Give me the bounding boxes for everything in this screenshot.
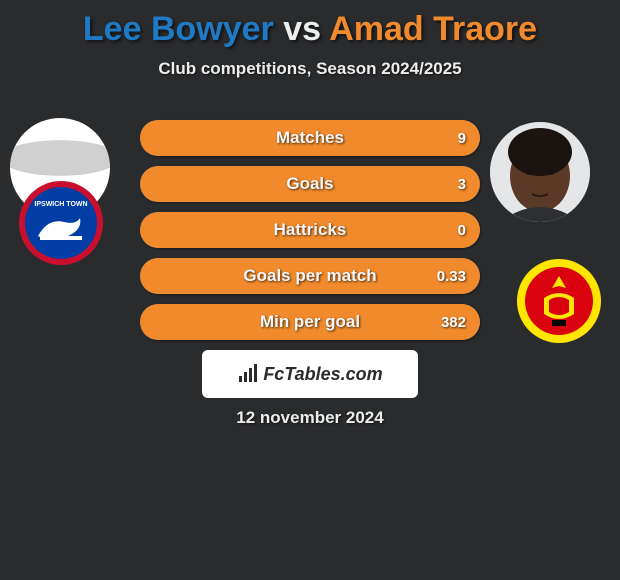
- brand-text: FcTables.com: [263, 364, 382, 385]
- ipswich-badge-icon: IPSWICH TOWN: [18, 180, 104, 266]
- title-player1: Lee Bowyer: [83, 10, 274, 48]
- subtitle: Club competitions, Season 2024/2025: [0, 59, 620, 79]
- stat-row: Matches9: [140, 120, 480, 156]
- title-player2: Amad Traore: [329, 10, 537, 48]
- stat-value-right: 0: [458, 212, 466, 248]
- stat-value-right: 9: [458, 120, 466, 156]
- stat-label: Hattricks: [140, 212, 480, 248]
- stat-row: Goals3: [140, 166, 480, 202]
- stat-value-right: 3: [458, 166, 466, 202]
- stat-label: Goals: [140, 166, 480, 202]
- player2-face-icon: [490, 122, 590, 222]
- page-title: Lee Bowyer vs Amad Traore: [0, 0, 620, 49]
- stat-label: Matches: [140, 120, 480, 156]
- manutd-badge-icon: [516, 258, 602, 344]
- chart-bars-icon: [237, 364, 259, 384]
- date-text: 12 november 2024: [0, 408, 620, 428]
- player2-avatar: [490, 122, 590, 222]
- stat-label: Goals per match: [140, 258, 480, 294]
- stat-value-right: 382: [441, 304, 466, 340]
- player2-club-badge: [516, 258, 602, 344]
- stat-value-right: 0.33: [437, 258, 466, 294]
- player1-club-badge: IPSWICH TOWN: [18, 180, 104, 266]
- brand-box: FcTables.com: [202, 350, 418, 398]
- stat-row: Goals per match0.33: [140, 258, 480, 294]
- title-vs: vs: [274, 10, 329, 48]
- stat-label: Min per goal: [140, 304, 480, 340]
- stats-list: Matches9Goals3Hattricks0Goals per match0…: [140, 120, 480, 350]
- stat-row: Hattricks0: [140, 212, 480, 248]
- svg-text:IPSWICH TOWN: IPSWICH TOWN: [34, 201, 87, 208]
- stat-row: Min per goal382: [140, 304, 480, 340]
